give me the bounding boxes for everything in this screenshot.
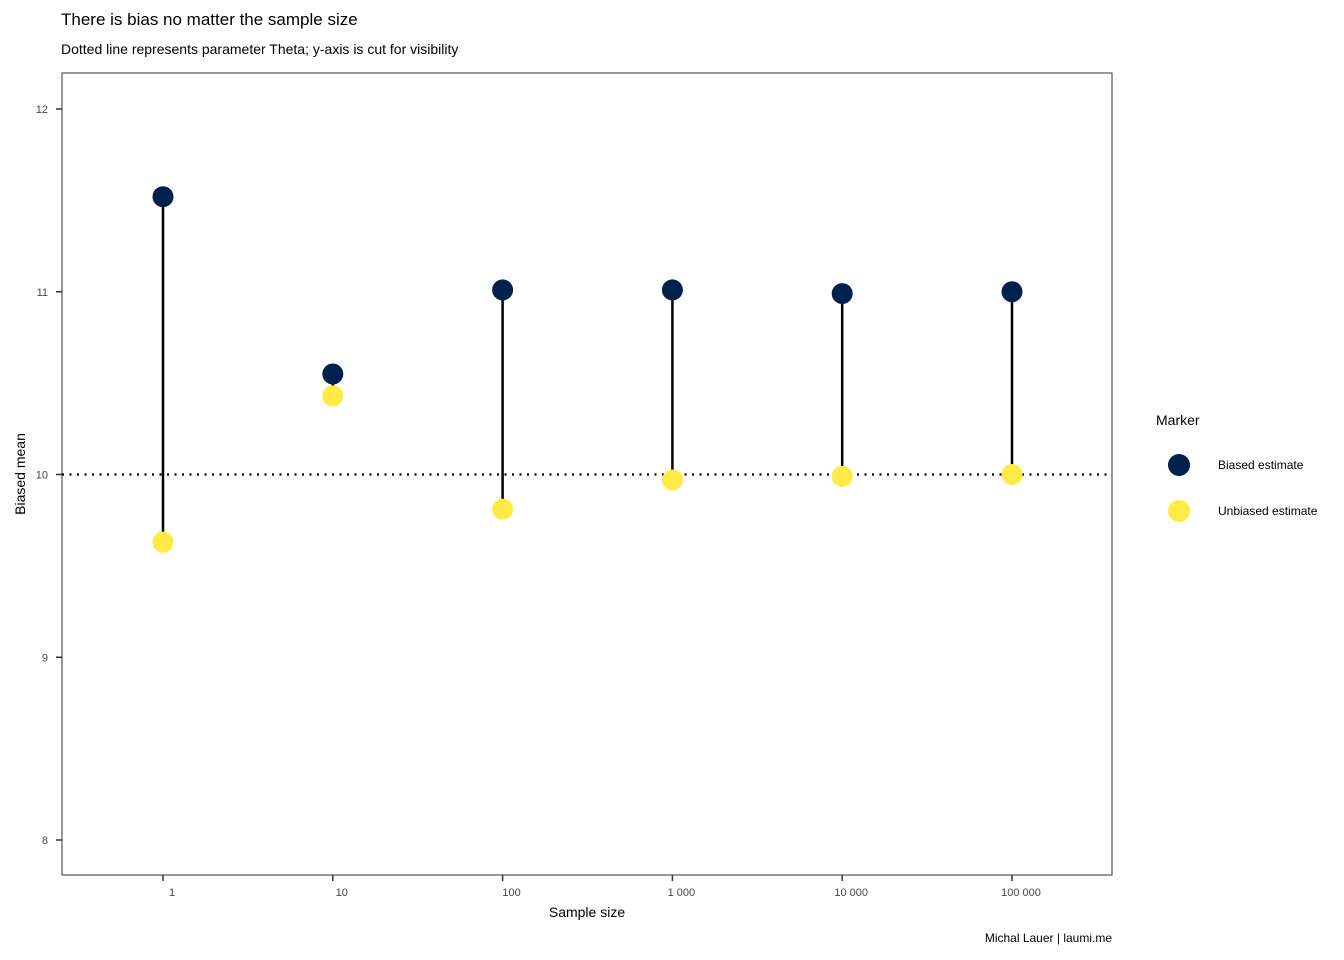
biased-estimate-point (322, 363, 344, 385)
legend-label-unbiased: Unbiased estimate (1218, 504, 1318, 518)
unbiased-estimate-point (492, 498, 514, 520)
legend-title: Marker (1156, 412, 1200, 428)
x-tick-label: 1 000 (668, 887, 696, 899)
unbiased-estimate-point (322, 385, 344, 407)
unbiased-estimate-point (661, 469, 683, 491)
biased-estimate-point (1001, 281, 1023, 303)
biased-estimate-point (152, 186, 174, 208)
x-tick-label: 1 (169, 887, 175, 899)
chart-subtitle: Dotted line represents parameter Theta; … (61, 41, 459, 57)
legend-key-biased (1168, 454, 1190, 476)
legend-label-biased: Biased estimate (1218, 458, 1304, 472)
legend-item-unbiased: Unbiased estimate (1168, 499, 1317, 523)
y-tick-label: 11 (37, 287, 48, 299)
y-tick-label: 12 (36, 104, 48, 116)
y-tick-label: 8 (42, 835, 48, 847)
biased-estimate-point (661, 279, 683, 301)
x-tick-label: 10 (336, 887, 348, 899)
x-axis-title: Sample size (549, 904, 625, 920)
x-tick-label: 100 000 (1001, 887, 1041, 899)
unbiased-estimate-point (1001, 464, 1023, 485)
biased-estimate-point (492, 279, 514, 301)
y-tick-label: 10 (36, 470, 48, 482)
chart-title: There is bias no matter the sample size (61, 10, 358, 29)
legend-key-unbiased (1168, 500, 1190, 522)
unbiased-estimate-point (152, 531, 174, 553)
unbiased-estimate-point (831, 465, 853, 487)
legend-item-biased: Biased estimate (1168, 453, 1303, 477)
x-tick-label: 100 (502, 887, 520, 899)
chart-caption: Michal Lauer | laumi.me (984, 931, 1112, 945)
x-tick-label: 10 000 (834, 887, 868, 899)
y-axis-title: Biased mean (12, 433, 28, 515)
biased-estimate-point (831, 283, 853, 305)
y-tick-label: 9 (42, 652, 48, 664)
